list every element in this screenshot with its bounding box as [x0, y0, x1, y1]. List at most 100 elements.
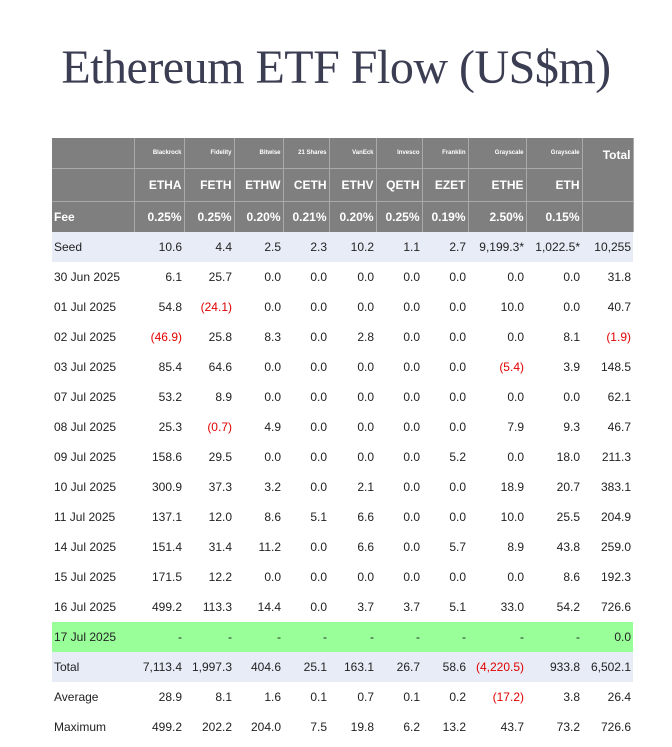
- flow-cell: 7,113.4: [134, 652, 184, 682]
- fee-cell: 0.15%: [526, 201, 583, 232]
- flow-cell: 0.0: [310, 360, 327, 374]
- flow-cell: 0.0: [449, 390, 466, 404]
- total-cell: 62.1: [607, 390, 631, 404]
- flow-cell: 0.0: [357, 300, 374, 314]
- table-row: 30 Jun 2025 6.1 25.7 0.0 0.0 0.0 0.0 0.0 0.0 0.0 3…: [52, 262, 633, 292]
- flow-cell: (5.4): [499, 360, 524, 374]
- flow-cell: 28.9: [158, 690, 182, 704]
- flow-cell: 0.0: [357, 270, 374, 284]
- flow-cell: 13.2: [442, 720, 466, 734]
- flow-cell: 0.0: [563, 270, 580, 284]
- table-row: 07 Jul 2025 53.2 8.9 0.0 0.0 0.0 0.0 0.0 0.0 0.0 6…: [52, 382, 633, 412]
- ticker-header: ETHA: [134, 168, 185, 202]
- row-label: 02 Jul 2025: [54, 330, 117, 344]
- flow-cell: -: [468, 622, 526, 652]
- flow-cell: 8.6: [264, 510, 281, 524]
- flow-cell: 0.0: [264, 450, 281, 464]
- flow-cell: 37.3: [208, 480, 232, 494]
- total-header: Total: [582, 138, 634, 202]
- flow-cell: 0.0: [310, 270, 327, 284]
- flow-cell: 0.0: [357, 420, 374, 434]
- etf-flow-table: Blackrock Fidelity Bitwise 21 Shares Van…: [52, 138, 634, 742]
- flow-cell: 1.1: [376, 232, 422, 262]
- flow-cell: 25.5: [556, 510, 580, 524]
- flow-cell: 3.8: [563, 690, 580, 704]
- table-row: Total 7,113.4 1,997.3 404.6 25.1 163.1 26.7 58.…: [52, 652, 633, 682]
- table-row: 15 Jul 2025 171.5 12.2 0.0 0.0 0.0 0.0 0.0 0.0 8.…: [52, 562, 633, 592]
- flow-cell: 11.2: [258, 540, 281, 554]
- flow-cell: 31.4: [208, 540, 232, 554]
- issuer-header: Fidelity: [184, 138, 235, 169]
- issuer-header: Bitwise: [234, 138, 284, 169]
- table-row: Seed 10.6 4.4 2.5 2.3 10.2 1.1 2.7 9,199.3* 1,022…: [52, 232, 633, 262]
- total-cell: 148.5: [600, 360, 631, 374]
- issuer-header: VanEck: [329, 138, 377, 169]
- flow-cell: 0.0: [449, 420, 466, 434]
- flow-cell: 0.0: [507, 270, 524, 284]
- flow-cell: 0.0: [449, 570, 466, 584]
- flow-cell: 6.6: [357, 510, 374, 524]
- table-row: 08 Jul 2025 25.3 (0.7) 4.9 0.0 0.0 0.0 0.0 7.9 9.…: [52, 412, 633, 442]
- flow-cell: 0.0: [449, 330, 466, 344]
- table-row: 01 Jul 2025 54.8 (24.1) 0.0 0.0 0.0 0.0 0.0 10.0…: [52, 292, 633, 322]
- row-label: 11 Jul 2025: [54, 510, 116, 524]
- flow-cell: 25.1: [283, 652, 329, 682]
- flow-cell: -: [184, 622, 234, 652]
- flow-cell: 4.9: [264, 420, 281, 434]
- table-row: 16 Jul 2025 499.2 113.3 14.4 0.0 3.7 3.7 5.1 33.…: [52, 592, 633, 622]
- flow-cell: 10.0: [500, 300, 524, 314]
- ticker-header: EZET: [422, 168, 469, 202]
- total-cell: 383.1: [600, 480, 631, 494]
- total-cell: 192.3: [600, 570, 631, 584]
- fee-row: Fee 0.25% 0.25% 0.20% 0.21% 0.20% 0.25% …: [52, 201, 634, 232]
- flow-cell: 1.6: [264, 690, 281, 704]
- flow-cell: 0.0: [507, 450, 524, 464]
- total-cell: 0.0: [582, 622, 633, 652]
- total-cell: 10,255: [582, 232, 633, 262]
- table-row: 10 Jul 2025 300.9 37.3 3.2 0.0 2.1 0.0 0.0 18.9 2…: [52, 472, 633, 502]
- flow-cell: 0.0: [449, 480, 466, 494]
- ticker-header-row: ETHA FETH ETHW CETH ETHV QETH EZET ETHE …: [52, 168, 633, 202]
- flow-cell: 0.0: [264, 300, 281, 314]
- flow-cell: 19.8: [350, 720, 374, 734]
- flow-cell: 3.7: [403, 600, 420, 614]
- flow-cell: 29.5: [208, 450, 232, 464]
- flow-cell: 64.6: [208, 360, 232, 374]
- flow-cell: 2.8: [357, 330, 374, 344]
- flow-cell: 8.9: [507, 540, 524, 554]
- flow-cell: 113.3: [202, 600, 232, 614]
- flow-cell: 0.0: [310, 390, 327, 404]
- total-cell: (1.9): [606, 330, 631, 344]
- flow-cell: 0.0: [357, 570, 374, 584]
- flow-cell: 163.1: [329, 652, 376, 682]
- flow-cell: 10.2: [329, 232, 376, 262]
- ticker-header: FETH: [184, 168, 235, 202]
- row-label: 16 Jul 2025: [54, 600, 117, 614]
- flow-cell: 58.6: [422, 652, 468, 682]
- issuer-header: Grayscale: [468, 138, 527, 169]
- flow-cell: -: [526, 622, 582, 652]
- total-cell: 6,502.1: [582, 652, 633, 682]
- ticker-header: ETHW: [234, 168, 284, 202]
- flow-cell: 0.0: [310, 540, 327, 554]
- total-cell: 726.6: [600, 720, 631, 734]
- row-label: 15 Jul 2025: [54, 570, 117, 584]
- flow-cell: 171.5: [151, 570, 182, 584]
- total-cell: 46.7: [607, 420, 631, 434]
- row-label: 10 Jul 2025: [54, 480, 117, 494]
- flow-cell: 54.2: [556, 600, 580, 614]
- flow-cell: 3.2: [264, 480, 281, 494]
- flow-cell: 14.4: [257, 600, 281, 614]
- flow-cell: 0.0: [357, 450, 374, 464]
- table-row: 11 Jul 2025 137.1 12.0 8.6 5.1 6.6 0.0 0.0 10.0 2…: [52, 502, 633, 532]
- issuer-header: 21 Shares: [283, 138, 330, 169]
- flow-cell: 7.5: [310, 720, 327, 734]
- flow-cell: 0.0: [449, 510, 466, 524]
- flow-cell: 5.2: [449, 450, 466, 464]
- fee-cell: 0.25%: [134, 201, 185, 232]
- table-row: Maximum 499.2 202.2 204.0 7.5 19.8 6.2 13.2 43.7…: [52, 712, 633, 742]
- flow-cell: 20.7: [556, 480, 580, 494]
- flow-cell: 5.7: [449, 540, 466, 554]
- flow-cell: 158.6: [151, 450, 182, 464]
- flow-cell: (46.9): [150, 330, 182, 344]
